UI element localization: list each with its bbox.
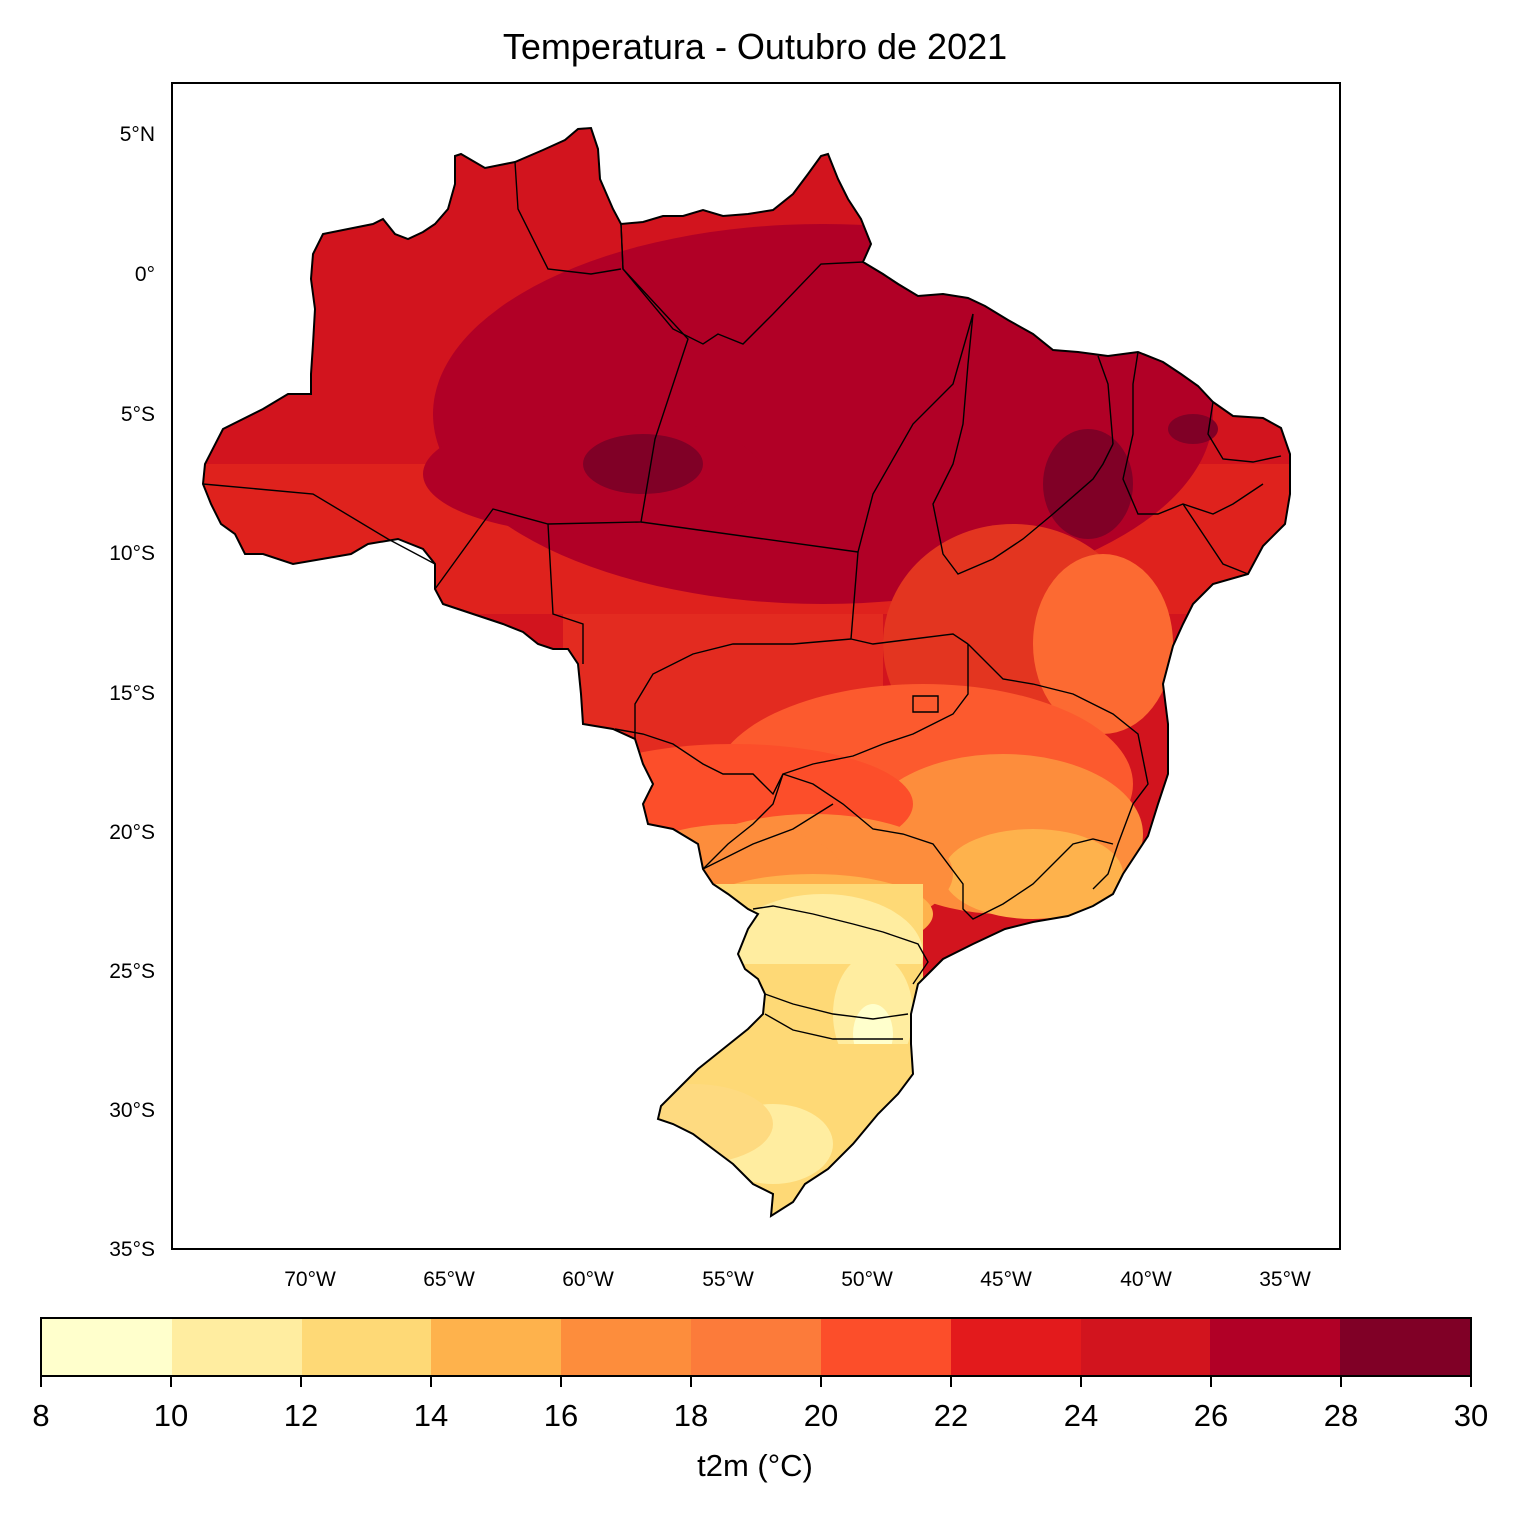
chart-title: Temperatura - Outubro de 2021 xyxy=(502,26,1008,67)
lat-label-35s: 35°S xyxy=(109,1238,155,1261)
colorbar-tick-label-22: 22 xyxy=(933,1398,969,1433)
colorbar-tick-label-8: 8 xyxy=(32,1398,50,1433)
colorbar-segment-2 xyxy=(301,1319,432,1375)
colorbar-tick-label-12: 12 xyxy=(283,1398,319,1433)
colorbar-segment-10 xyxy=(1340,1319,1470,1375)
colorbar-segment-4 xyxy=(561,1319,692,1375)
lon-label-65w: 65°W xyxy=(423,1268,475,1291)
state-borders xyxy=(202,161,1282,1040)
lon-label-60w: 60°W xyxy=(562,1268,614,1291)
colorbar-tick-label-30: 30 xyxy=(1453,1398,1489,1433)
lat-label-30s: 30°S xyxy=(109,1099,155,1122)
colorbar-segment-9 xyxy=(1210,1319,1341,1375)
colorbar-tick-30 xyxy=(1470,1377,1472,1387)
colorbar-tick-label-10: 10 xyxy=(153,1398,189,1433)
map-frame xyxy=(171,82,1341,1250)
colorbar-segment-8 xyxy=(1080,1319,1211,1375)
lat-label-25s: 25°S xyxy=(109,960,155,983)
lat-label-15s: 15°S xyxy=(109,682,155,705)
colorbar-tick-label-16: 16 xyxy=(543,1398,579,1433)
colorbar-tick-28 xyxy=(1340,1377,1342,1387)
lon-label-50w: 50°W xyxy=(841,1268,893,1291)
lat-label-5n: 5°N xyxy=(119,123,155,146)
colorbar-tick-24 xyxy=(1080,1377,1082,1387)
colorbar-tick-10 xyxy=(170,1377,172,1387)
colorbar-tick-label-26: 26 xyxy=(1193,1398,1229,1433)
lon-label-35w: 35°W xyxy=(1259,1268,1311,1291)
lat-label-5s: 5°S xyxy=(120,403,155,426)
lon-label-40w: 40°W xyxy=(1120,1268,1172,1291)
temperature-field xyxy=(203,128,1290,1216)
lat-label-20s: 20°S xyxy=(109,821,155,844)
brazil-map xyxy=(202,127,1291,1217)
colorbar-tick-label-28: 28 xyxy=(1323,1398,1359,1433)
colorbar-segment-6 xyxy=(820,1319,951,1375)
colorbar-title: t2m (°C) xyxy=(697,1448,813,1483)
colorbar-segment-7 xyxy=(950,1319,1081,1375)
colorbar-segment-1 xyxy=(171,1319,302,1375)
colorbar-tick-26 xyxy=(1210,1377,1212,1387)
colorbar-tick-14 xyxy=(430,1377,432,1387)
colorbar-tick-label-20: 20 xyxy=(803,1398,839,1433)
colorbar-segment-0 xyxy=(42,1319,172,1375)
colorbar-tick-16 xyxy=(560,1377,562,1387)
lat-label-0: 0° xyxy=(134,263,155,286)
colorbar-segment-5 xyxy=(691,1319,821,1375)
colorbar-tick-8 xyxy=(40,1377,42,1387)
colorbar-tick-label-18: 18 xyxy=(673,1398,709,1433)
lon-label-55w: 55°W xyxy=(702,1268,754,1291)
colorbar-tick-22 xyxy=(950,1377,952,1387)
colorbar-tick-label-14: 14 xyxy=(413,1398,449,1433)
colorbar-tick-18 xyxy=(690,1377,692,1387)
colorbar-segment-3 xyxy=(431,1319,562,1375)
lat-label-10s: 10°S xyxy=(109,542,155,565)
colorbar-tick-20 xyxy=(820,1377,822,1387)
lon-label-45w: 45°W xyxy=(980,1268,1032,1291)
colorbar xyxy=(40,1317,1472,1377)
lon-label-70w: 70°W xyxy=(284,1268,336,1291)
colorbar-tick-label-24: 24 xyxy=(1063,1398,1099,1433)
colorbar-tick-12 xyxy=(300,1377,302,1387)
